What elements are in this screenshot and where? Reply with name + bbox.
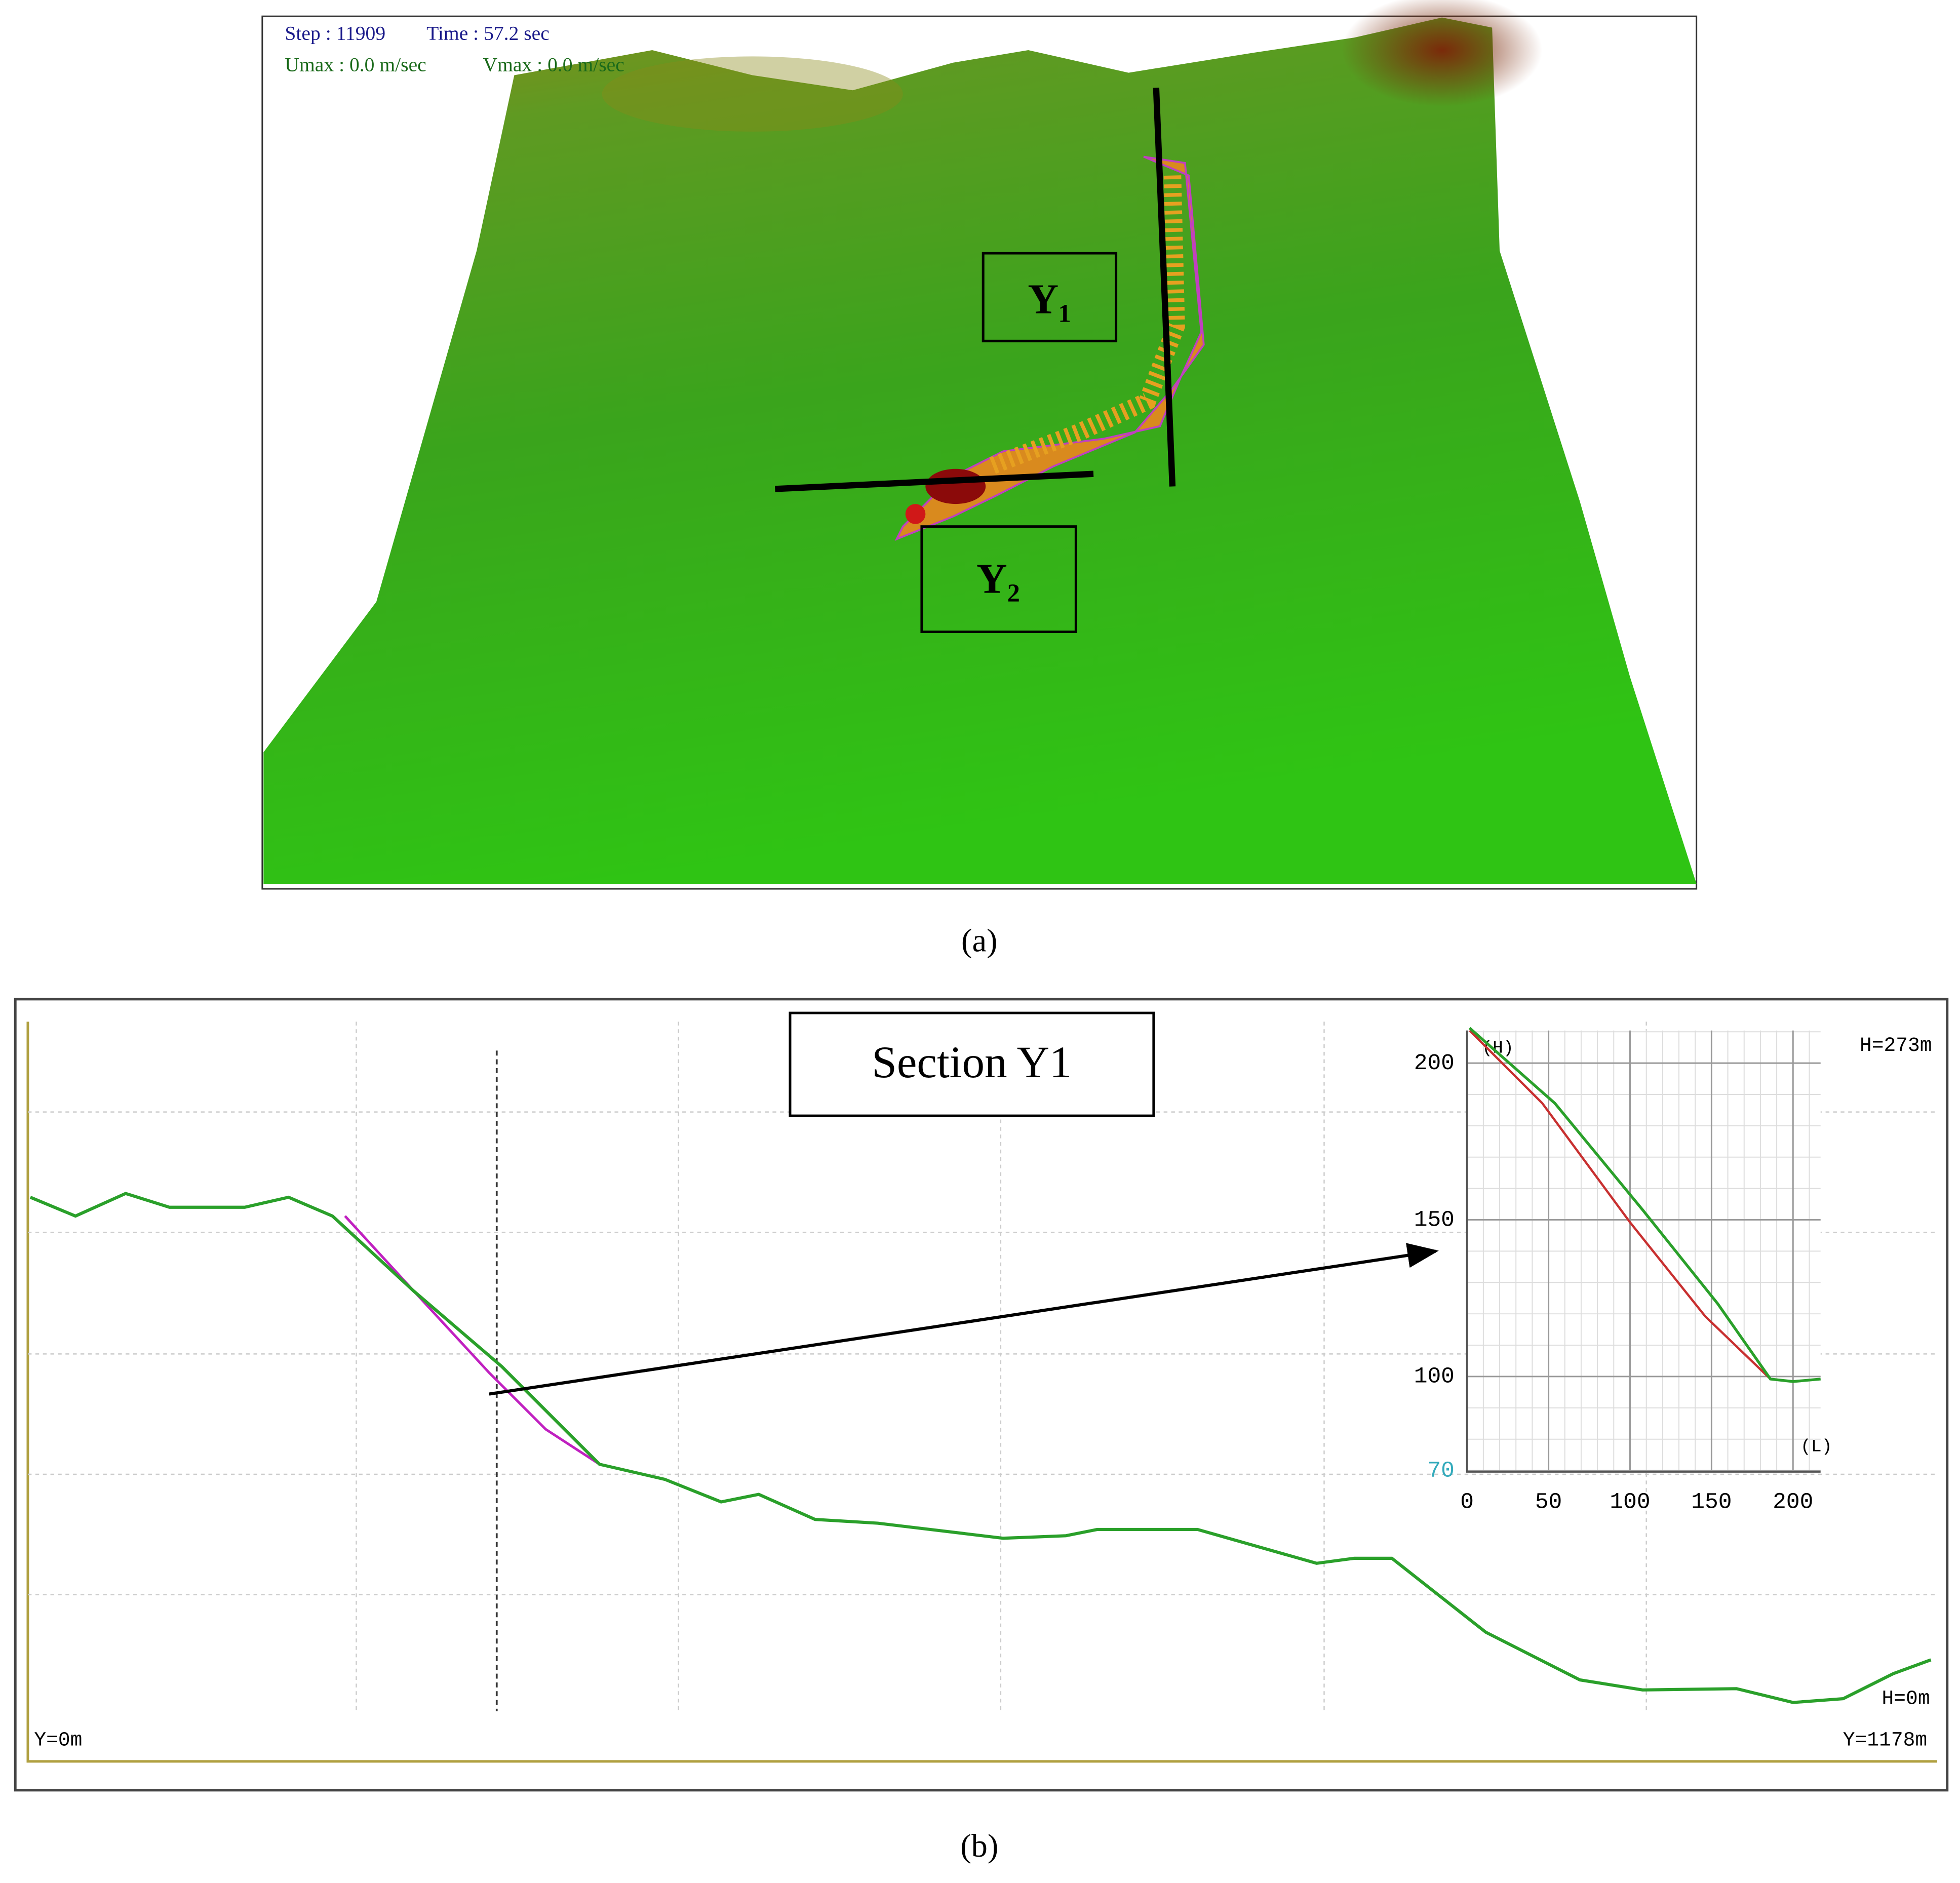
vmax-text: Vmax : 0.0 m/sec xyxy=(483,53,624,75)
terrain-ridge xyxy=(602,56,903,132)
inset-axes xyxy=(1466,1030,1821,1473)
y-start: Y=0m xyxy=(34,1729,82,1751)
h-bottom: H=0m xyxy=(1882,1688,1930,1710)
plot-axes xyxy=(26,1022,1937,1763)
inset-x-axis-label: (L) xyxy=(1800,1437,1832,1457)
zoom-arrow xyxy=(489,1243,1439,1396)
inset-x-tick-label: 100 xyxy=(1610,1489,1650,1515)
section-line-y1 xyxy=(1153,88,1176,487)
umax-text: Umax : 0.0 m/sec xyxy=(285,53,426,75)
ground-profile xyxy=(29,1192,1932,1704)
h-top: H=273m xyxy=(1860,1034,1932,1057)
time-text: Time : 57.2 sec xyxy=(426,22,550,44)
section-title-box xyxy=(789,1011,1155,1117)
y-end: Y=1178m xyxy=(1843,1729,1927,1751)
step-text: Step : 11909 xyxy=(285,22,385,44)
terrain xyxy=(263,17,1697,884)
flow-surface xyxy=(344,1215,601,1466)
section-title: Section Y1 xyxy=(872,1038,1072,1087)
debris-deposit xyxy=(905,504,926,524)
inset-y-tick-label: 70 xyxy=(1427,1458,1454,1483)
terrain-peak xyxy=(1342,0,1543,107)
debris-deposit xyxy=(925,468,986,504)
plot-grid xyxy=(27,1022,1937,1711)
inset-y-tick-label: 200 xyxy=(1414,1051,1455,1076)
section-label: Y₂ xyxy=(976,555,1020,602)
inset-ground xyxy=(1468,1027,1821,1383)
label-box xyxy=(982,252,1118,342)
inset-x-tick-label: 200 xyxy=(1773,1489,1813,1515)
inset-y-tick-label: 100 xyxy=(1414,1364,1455,1390)
inset-x-tick-label: 0 xyxy=(1460,1489,1474,1515)
debris-flow xyxy=(894,155,1205,541)
inset-y-tick-label: 150 xyxy=(1414,1207,1455,1233)
inset-flow-surface xyxy=(1469,1030,1772,1380)
caption: (b) xyxy=(960,1828,998,1864)
inset-x-tick-label: 150 xyxy=(1691,1489,1732,1515)
label-box xyxy=(920,525,1077,634)
section-label: Y₁ xyxy=(1028,276,1071,323)
debris-particles xyxy=(987,175,1185,475)
section-line-y2 xyxy=(774,470,1094,492)
inset-x-tick-label: 50 xyxy=(1535,1489,1562,1515)
caption: (a) xyxy=(961,923,997,959)
